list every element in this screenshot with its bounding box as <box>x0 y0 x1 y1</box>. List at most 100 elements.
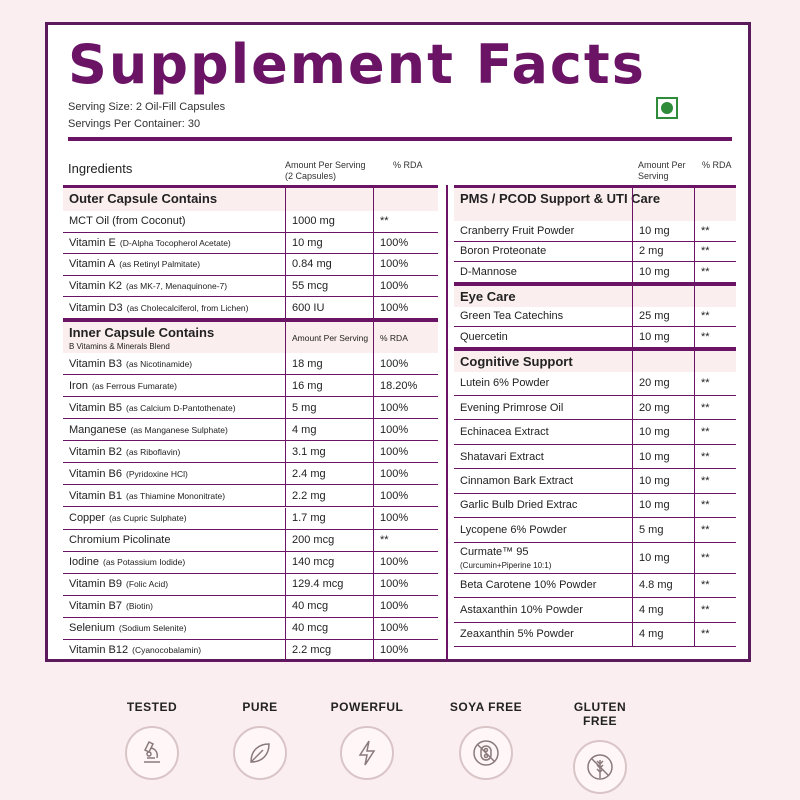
table-row: Vitamin A (as Retinyl Palmitate) 0.84 mg 10… <box>63 254 438 276</box>
rda-value: ** <box>694 306 736 326</box>
rda-value: ** <box>694 371 736 395</box>
rda-header: % RDA <box>373 322 438 353</box>
section-title-text: Eye Care <box>460 288 516 304</box>
badge-label: GLUTEN FREE <box>573 700 627 728</box>
ingredient-label: Vitamin K2 <box>69 280 122 293</box>
ingredient-name: Green Tea Catechins <box>454 307 632 327</box>
table-row: Curmate™ 95 (Curcumin+Piperine 10:1) 10 mg… <box>454 542 736 574</box>
ingredient-note: (Curcumin+Piperine 10:1) <box>460 560 552 570</box>
rda-value: 100% <box>373 595 438 617</box>
ingredient-label: Vitamin B3 <box>69 357 122 370</box>
amount-value: 40 mcg <box>285 617 373 639</box>
section-title: PMS / PCOD Support & UTI Care <box>454 188 660 221</box>
ingredient-name: Vitamin B7 (Biotin) <box>63 596 285 617</box>
ingredient-name: Iron (as Ferrous Fumarate) <box>63 375 285 396</box>
table-row: Vitamin B9 (Folic Acid) 129.4 mcg 100% <box>63 573 438 596</box>
table-row: Vitamin B1 (as Thiamine Mononitrate) 2.2 m… <box>63 485 438 508</box>
ingredient-label: MCT Oil (from Coconut) <box>69 215 186 228</box>
section-title: Eye Care <box>454 286 632 307</box>
amount-value: 3.1 mg <box>285 441 373 463</box>
ingredient-name: Astaxanthin 10% Powder <box>454 598 632 621</box>
ingredient-label: Vitamin B9 <box>69 578 122 591</box>
ingredient-name: Cranberry Fruit Powder <box>454 221 632 241</box>
amount-header <box>632 285 694 307</box>
ingredient-label: D-Mannose <box>460 265 517 278</box>
amount-header-right: Amount Per Serving <box>638 160 686 181</box>
section-title: Cognitive Support <box>454 351 632 372</box>
amount-value: 5 mg <box>632 518 694 542</box>
table-row: Iron (as Ferrous Fumarate) 16 mg 18.20% <box>63 375 438 398</box>
ingredient-label: Lycopene 6% Powder <box>460 523 567 536</box>
ingredient-note: (Sodium Selenite) <box>118 623 187 634</box>
ingredient-name: Copper (as Cupric Sulphate) <box>63 508 285 529</box>
amount-value: 1.7 mg <box>285 507 373 529</box>
amount-value: 10 mg <box>632 221 694 241</box>
table-row: Cranberry Fruit Powder 10 mg ** <box>454 221 736 242</box>
rda-value: 100% <box>373 485 438 507</box>
rda-value: 100% <box>373 463 438 485</box>
ingredient-label: Vitamin B1 <box>69 489 122 502</box>
ingredient-label: Vitamin D3 <box>69 301 123 314</box>
amount-value: 10 mg <box>632 469 694 493</box>
amount-value: 4.8 mg <box>632 573 694 598</box>
rda-header-right: % RDA <box>702 160 732 170</box>
section-header: Inner Capsule Contains B Vitamins & Miner… <box>63 319 438 353</box>
section-title-text: Outer Capsule Contains <box>69 191 218 206</box>
ingredient-label: Cinnamon Bark Extract <box>460 475 574 487</box>
ingredient-label: Shatavari Extract <box>460 450 544 463</box>
ingredient-name: Vitamin B1 (as Thiamine Mononitrate) <box>63 485 285 506</box>
rda-value: ** <box>694 420 736 444</box>
ingredient-name: Echinacea Extract <box>454 420 632 443</box>
rda-value: ** <box>694 444 736 469</box>
table-row: Manganese (as Manganese Sulphate) 4 mg 100% <box>63 419 438 442</box>
ingredient-name: Iodine (as Potassium Iodide) <box>63 552 285 573</box>
lightning-icon <box>340 726 394 780</box>
table-row: Chromium Picolinate 200 mcg ** <box>63 529 438 552</box>
rda-value: 100% <box>373 617 438 639</box>
ingredient-label: Manganese <box>69 423 127 436</box>
table-row: Vitamin B5 (as Calcium D-Pantothenate) 5 m… <box>63 397 438 420</box>
amount-value: 4 mg <box>285 419 373 441</box>
ingredient-name: Zeaxanthin 5% Powder <box>454 623 632 646</box>
ingredient-note: (as Potassium Iodide) <box>102 557 186 568</box>
rda-value: ** <box>373 529 438 551</box>
ingredient-name: Vitamin B2 (as Riboflavin) <box>63 441 285 462</box>
amount-value: 10 mg <box>285 232 373 254</box>
vegetarian-icon <box>656 97 678 119</box>
ingredient-label: Iron <box>69 379 88 392</box>
ingredient-name: Vitamin E (D-Alpha Tocopherol Acetate) <box>63 233 285 254</box>
rda-value: ** <box>694 241 736 261</box>
ingredient-name: Vitamin K2 (as MK-7, Menaquinone-7) <box>63 276 285 297</box>
ingredient-name: Boron Proteonate <box>454 242 632 262</box>
ingredient-note: (D-Alpha Tocopherol Acetate) <box>119 237 231 248</box>
amount-value: 40 mcg <box>285 595 373 617</box>
ingredient-name: Shatavari Extract <box>454 445 632 468</box>
amount-header <box>632 350 694 372</box>
rda-value: 100% <box>373 297 438 318</box>
ingredient-label: Evening Primrose Oil <box>460 401 564 414</box>
badge-powerful: POWERFUL <box>327 700 407 780</box>
servings-per-container: Servings Per Container: 30 <box>68 118 201 130</box>
ingredient-name: Evening Primrose Oil <box>454 396 632 419</box>
ingredient-note: (Cyanocobalamin) <box>132 645 202 656</box>
ingredient-name: Vitamin D3 (as Cholecalciferol, from Lich… <box>63 297 285 318</box>
rda-value: ** <box>694 469 736 493</box>
ingredient-name: Beta Carotene 10% Powder <box>454 574 632 597</box>
table-row: Vitamin D3 (as Cholecalciferol, from Lich… <box>63 297 438 319</box>
rda-value: 18.20% <box>373 375 438 397</box>
section-header: Outer Capsule Contains <box>63 185 438 211</box>
amount-value: 55 mcg <box>285 275 373 297</box>
amount-value: 200 mcg <box>285 529 373 551</box>
section-title-text: Cognitive Support <box>460 353 573 369</box>
ingredient-note: (as Thiamine Mononitrate) <box>126 490 226 501</box>
amount-value: 1000 mg <box>285 211 373 232</box>
leaf-icon <box>233 726 287 780</box>
amount-value: 2.2 mcg <box>285 639 373 661</box>
header-rule <box>68 137 732 141</box>
badge-soya-free: SOYA FREE <box>446 700 526 780</box>
ingredient-label: Iodine <box>69 556 99 569</box>
ingredient-note: (as Nicotinamide) <box>126 358 193 369</box>
table-row: Copper (as Cupric Sulphate) 1.7 mg 100% <box>63 507 438 530</box>
rda-value: 100% <box>373 419 438 441</box>
ingredient-name: Vitamin B5 (as Calcium D-Pantothenate) <box>63 397 285 418</box>
